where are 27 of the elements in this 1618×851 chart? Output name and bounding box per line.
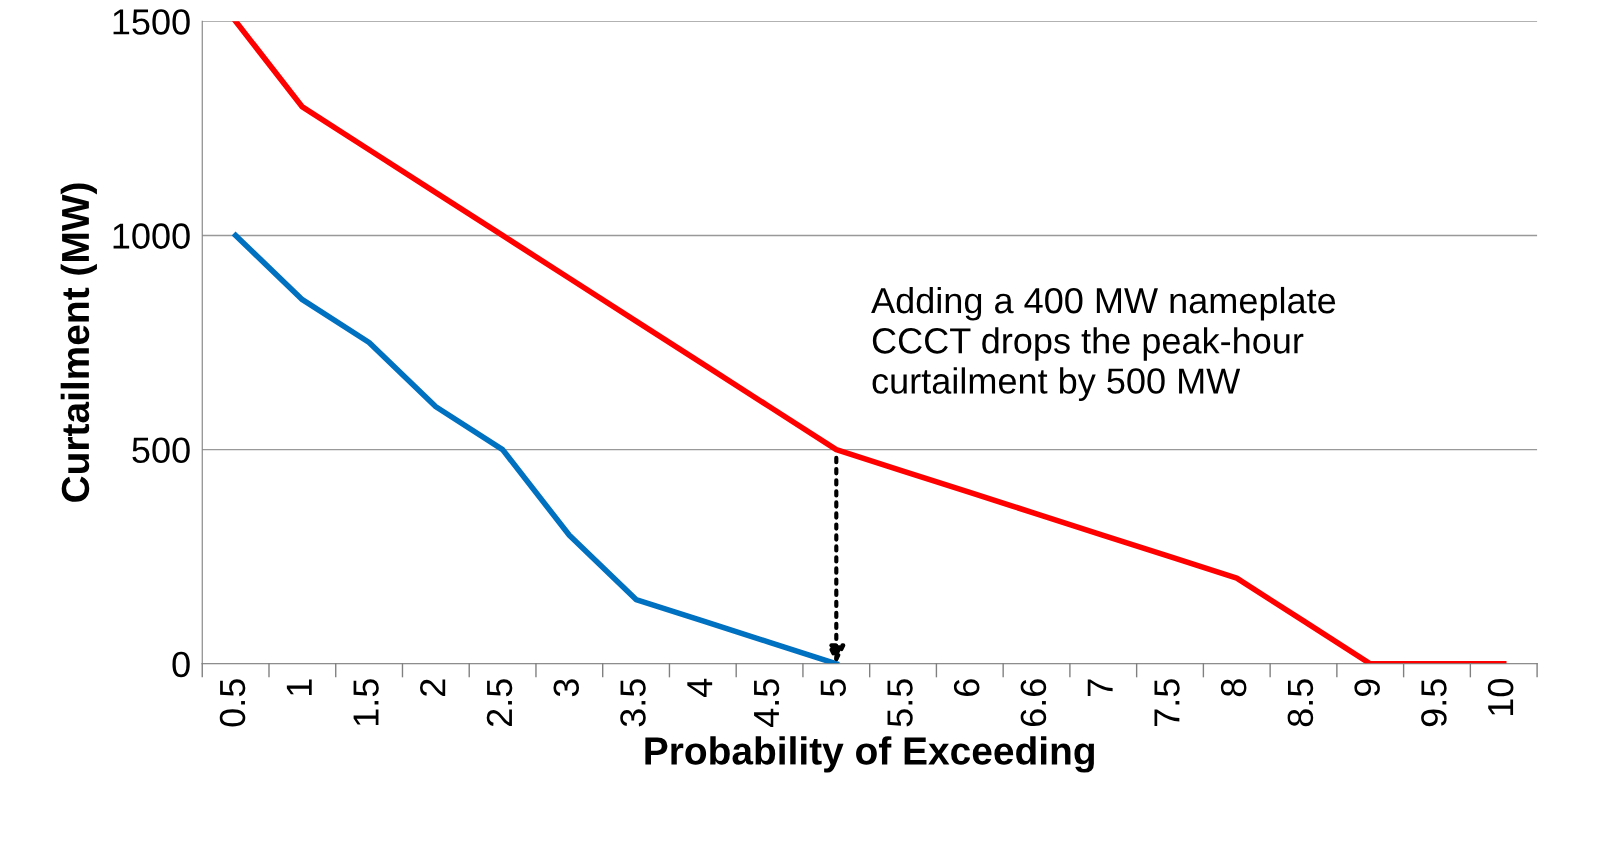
x-tick-label: 3.5 <box>620 679 646 727</box>
y-tick-label: 1500 <box>113 9 190 35</box>
x-tick-label: 4.5 <box>754 679 780 728</box>
x-tick-label: 3 <box>553 679 580 697</box>
x-tick-label: 5 <box>820 679 846 697</box>
x-tick-label: 7 <box>1087 679 1113 696</box>
x-tick-label: 9 <box>1354 679 1380 697</box>
x-tick-label: 10 <box>1487 679 1514 716</box>
x-tick-label: 2.5 <box>486 679 513 727</box>
annotation: Adding a 400 MW nameplate CCCT drops the peak-hour curtailment by 500 MW <box>871 286 1336 401</box>
x-axis-title: Probability of Exceeding <box>645 736 1094 773</box>
y-tick-label: 1000 <box>113 223 190 249</box>
y-tick-label: 0 <box>172 651 190 678</box>
x-tick-label: 4 <box>687 678 713 697</box>
x-tick-label: 8.5 <box>1287 679 1314 727</box>
x-tick-label: 9.5 <box>1421 679 1447 727</box>
y-tick-label: 500 <box>132 437 190 464</box>
x-tick-label: 2 <box>419 679 446 696</box>
x-tick-label: 7.5 <box>1154 679 1180 727</box>
x-tick-label: 1.5 <box>353 679 379 726</box>
y-axis-title: Curtailment (MW) <box>60 183 97 502</box>
x-tick-label: 8 <box>1220 679 1247 697</box>
x-tick-label: 0.5 <box>219 679 246 727</box>
x-tick-label: 6 <box>953 679 980 696</box>
x-tick-label: 1 <box>286 679 312 695</box>
x-tick-label: 6.6 <box>1020 679 1047 727</box>
x-tick-label: 5.5 <box>887 679 913 727</box>
